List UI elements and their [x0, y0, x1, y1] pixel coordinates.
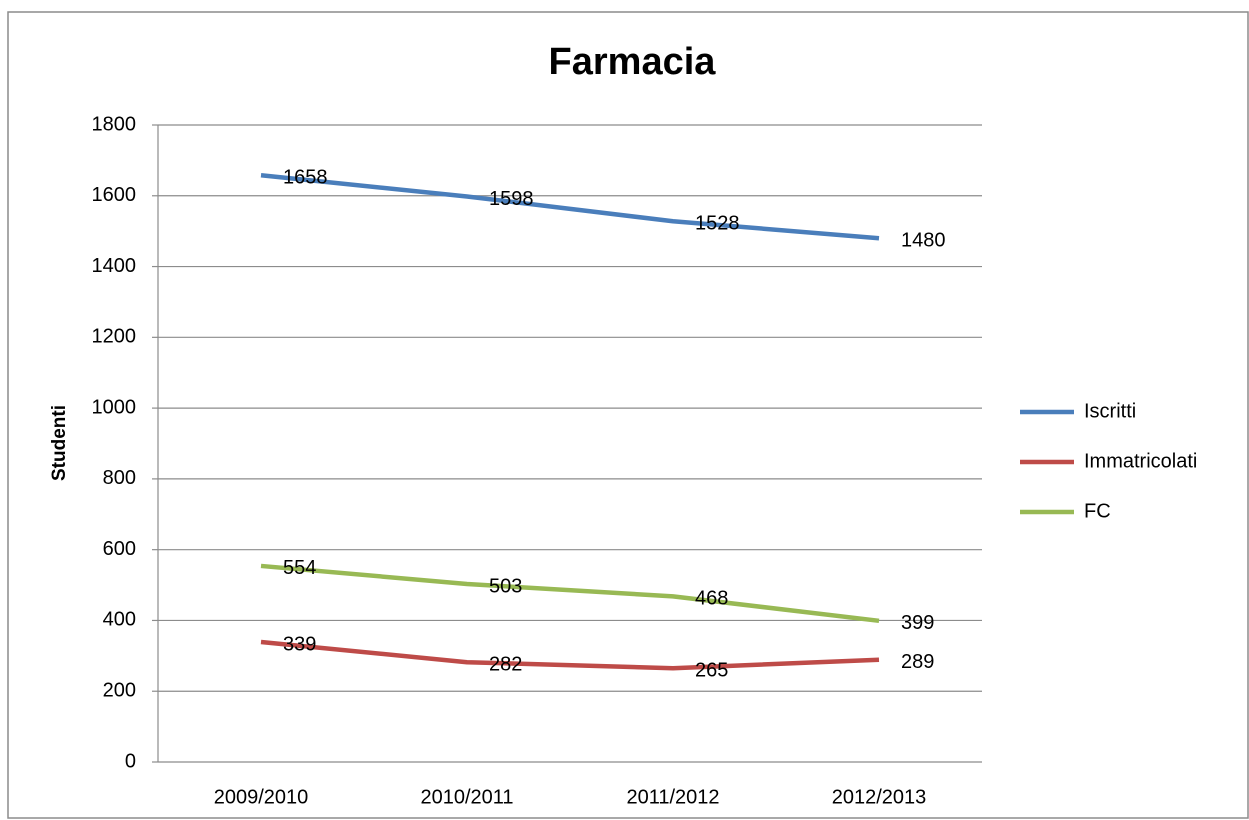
y-tick-label: 600	[103, 538, 136, 560]
x-tick-label: 2012/2013	[832, 786, 927, 808]
y-tick-label: 800	[103, 467, 136, 489]
x-tick-label: 2009/2010	[214, 786, 309, 808]
legend-label: Immatricolati	[1084, 450, 1197, 472]
data-label: 265	[695, 660, 728, 682]
y-tick-label: 1200	[92, 326, 137, 348]
series-line	[260, 639, 880, 671]
y-tick-label: 1400	[92, 255, 137, 277]
data-label: 282	[489, 653, 522, 675]
chart-border	[7, 11, 1249, 819]
data-label: 399	[901, 612, 934, 634]
data-label: 339	[283, 633, 316, 655]
legend-label: Iscritti	[1084, 400, 1136, 422]
legend-label: FC	[1084, 500, 1111, 522]
y-tick-label: 0	[125, 750, 136, 772]
data-label: 554	[283, 557, 316, 579]
x-tick-label: 2010/2011	[420, 786, 513, 808]
series-line	[260, 563, 880, 624]
y-tick-label: 1000	[92, 396, 137, 418]
data-label: 1528	[695, 213, 740, 235]
y-axis-label: Studenti	[49, 405, 70, 481]
data-label: 1480	[901, 230, 946, 252]
data-label: 503	[489, 575, 522, 597]
x-tick-label: 2011/2012	[626, 786, 719, 808]
y-tick-label: 200	[103, 680, 136, 702]
y-tick-label: 1800	[92, 113, 137, 135]
data-label: 1598	[489, 188, 534, 210]
chart-title: Farmacia	[549, 41, 717, 83]
y-tick-label: 400	[103, 609, 136, 631]
data-label: 468	[695, 588, 728, 610]
data-label: 289	[901, 651, 934, 673]
data-label: 1658	[283, 167, 328, 189]
series-line	[260, 173, 880, 241]
y-tick-label: 1600	[92, 184, 137, 206]
